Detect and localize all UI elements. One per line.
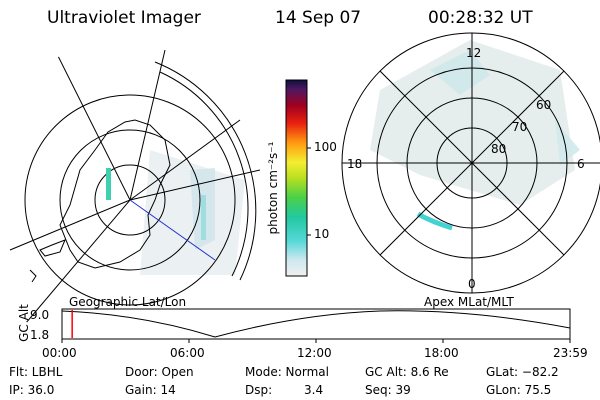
ip-status: IP: 36.0 xyxy=(9,383,55,397)
lat-label-60: 60 xyxy=(536,98,552,112)
mlt-label-0: 0 xyxy=(468,277,476,291)
mode-status: Mode: Normal xyxy=(245,365,329,379)
mlt-label-6: 6 xyxy=(577,157,585,171)
door-status: Door: Open xyxy=(125,365,194,379)
altitude-plot xyxy=(61,308,571,343)
date-label: 14 Sep 07 xyxy=(275,8,362,28)
gc-alt-status: GC Alt: 8.6 Re xyxy=(365,365,449,379)
lat-label-70: 70 xyxy=(512,120,528,134)
mlat-mlt-panel xyxy=(341,32,600,294)
lat-label-80: 80 xyxy=(491,142,507,156)
color-bar xyxy=(285,79,311,277)
time-tick-1800: 18:00 xyxy=(424,346,459,360)
instrument-title: Ultraviolet Imager xyxy=(47,8,201,28)
mlt-label-12: 12 xyxy=(466,46,482,60)
altitude-ytick-1-8: 1.8 xyxy=(30,328,50,342)
altitude-ytick-9: 9.0 xyxy=(30,308,50,322)
emission-patch xyxy=(201,195,206,240)
time-tick-2359: 23:59 xyxy=(553,346,588,360)
dsp-label: Dsp: xyxy=(245,383,273,397)
altitude-curve xyxy=(61,310,571,338)
auroral-oval-arc xyxy=(416,211,453,231)
auroral-streak xyxy=(106,168,111,200)
gain-status: Gain: 14 xyxy=(125,383,176,397)
seq-status: Seq: 39 xyxy=(365,383,411,397)
time-label: 00:28:32 UT xyxy=(428,8,533,28)
altitude-ylabel: GC Alt xyxy=(17,304,31,342)
time-tick-0000: 00:00 xyxy=(42,346,77,360)
time-tick-0600: 06:00 xyxy=(170,346,205,360)
colorbar-tick-10: 10 xyxy=(314,227,330,241)
colorbar-tick-100: 100 xyxy=(314,140,337,154)
mlt-label-18: 18 xyxy=(347,157,363,171)
dsp-value: 3.4 xyxy=(304,383,324,397)
filter-status: Flt: LBHL xyxy=(9,365,63,379)
glon-status: GLon: 75.5 xyxy=(486,383,552,397)
geographic-panel xyxy=(9,40,261,331)
geographic-caption: Geographic Lat/Lon xyxy=(69,295,187,309)
colorbar-unit-label: photon cm⁻²s⁻¹ xyxy=(266,141,280,235)
time-tick-1200: 12:00 xyxy=(297,346,332,360)
glat-status: GLat: −82.2 xyxy=(486,365,559,379)
apex-caption: Apex MLat/MLT xyxy=(424,295,514,309)
